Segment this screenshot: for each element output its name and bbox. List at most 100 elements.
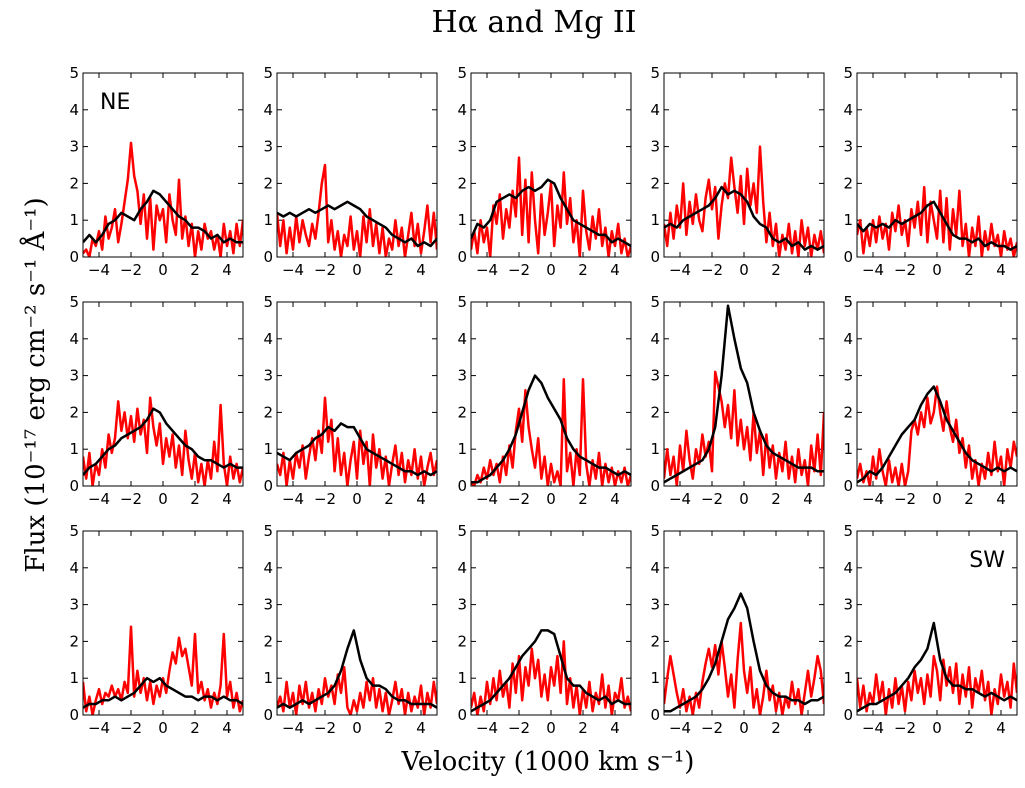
panel-frame [663,72,825,258]
x-tick-label: 4 [610,490,620,508]
panel-2: 0 1 2 3 4 5 −4 −2 0 2 4 [263,64,438,279]
panel-5: 0 1 2 3 4 5 −4 −2 0 2 4 [843,64,1018,279]
x-tick-label: 0 [739,490,749,508]
y-tick-label: 3 [263,596,273,614]
mg2-series-line [83,396,243,486]
panel-background [277,531,437,715]
mg2-series-line [857,654,1017,715]
halpha-series-line [664,592,824,713]
y-tick-label: 3 [457,596,467,614]
x-tick-label: 2 [771,490,781,508]
y-tick-label: 5 [843,293,853,311]
y-tick-label: 2 [263,403,273,421]
y-tick-label: 2 [843,403,853,421]
x-tick-label: −4 [88,261,110,279]
y-tick-label: 2 [843,632,853,650]
y-tick-label: 3 [263,138,273,156]
y-tick-label: 1 [263,669,273,687]
halpha-series-line [83,189,243,244]
halpha-series-line [277,629,437,709]
x-tick-label: −4 [476,261,498,279]
x-tick-label: −2 [508,261,530,279]
x-tick-label: 4 [222,261,232,279]
y-tick-label: 0 [69,706,79,724]
halpha-series-line [857,200,1017,251]
x-tick-label: 0 [546,490,556,508]
panel-background [83,531,243,715]
x-tick-label: −4 [476,719,498,737]
panel-frame [82,72,244,258]
x-tick-label: 0 [546,719,556,737]
y-tick-label: 0 [263,477,273,495]
y-tick-label: 1 [69,211,79,229]
panel-background [83,73,243,257]
x-tick-label: 2 [384,719,394,737]
y-tick-label: 5 [263,293,273,311]
y-tick-label: 0 [263,248,273,266]
x-tick-label: 0 [932,261,942,279]
panel-frame [856,301,1018,487]
y-tick-label: 4 [457,101,467,119]
y-tick-label: 2 [650,403,660,421]
x-tick-label: 0 [932,490,942,508]
y-tick-label: 2 [69,174,79,192]
x-tick-label: −4 [88,719,110,737]
y-tick-label: 1 [843,211,853,229]
halpha-series-line [664,185,824,251]
panel-15: 0 1 2 3 4 5 −4 −2 0 2 4 SW [843,522,1018,737]
panel-frame [856,530,1018,716]
x-tick-label: 0 [352,719,362,737]
y-tick-label: 3 [457,367,467,385]
x-tick-label: 2 [964,719,974,737]
y-tick-label: 0 [69,477,79,495]
x-tick-label: 0 [158,261,168,279]
x-tick-label: 4 [416,490,426,508]
y-tick-label: 2 [457,632,467,650]
mg2-series-line [857,185,1017,257]
panel-frame [82,301,244,487]
x-tick-label: 0 [546,261,556,279]
y-tick-label: 1 [650,440,660,458]
y-tick-label: 3 [650,596,660,614]
x-tick-label: −2 [894,719,916,737]
panel-6: 0 1 2 3 4 5 −4 −2 0 2 4 [69,293,244,508]
y-tick-label: 5 [650,293,660,311]
mg2-series-line [471,378,631,486]
panel-3: 0 1 2 3 4 5 −4 −2 0 2 4 [457,64,632,279]
x-tick-label: 2 [384,261,394,279]
x-tick-label: −4 [669,490,691,508]
y-tick-label: 0 [457,706,467,724]
panel-4: 0 1 2 3 4 5 −4 −2 0 2 4 [650,64,825,279]
y-tick-label: 1 [843,440,853,458]
y-tick-label: 5 [843,64,853,82]
y-tick-label: 2 [69,632,79,650]
x-tick-label: −2 [314,490,336,508]
y-tick-label: 3 [69,596,79,614]
y-tick-label: 3 [843,138,853,156]
y-tick-label: 5 [457,522,467,540]
halpha-series-line [857,385,1017,484]
x-tick-label: 4 [610,719,620,737]
y-tick-label: 2 [457,403,467,421]
x-tick-label: −2 [894,490,916,508]
x-tick-label: −4 [669,261,691,279]
x-tick-label: 0 [158,490,168,508]
halpha-series-line [471,629,631,713]
y-tick-label: 4 [263,330,273,348]
panel-frame [470,530,632,716]
x-tick-label: 0 [158,719,168,737]
mg2-series-line [277,665,437,715]
x-tick-label: −4 [282,261,304,279]
x-tick-label: −2 [508,490,530,508]
y-tick-label: 5 [69,522,79,540]
y-tick-label: 1 [457,211,467,229]
x-tick-label: 2 [190,490,200,508]
y-tick-label: 5 [457,64,467,82]
y-tick-label: 0 [650,706,660,724]
x-tick-label: 2 [190,719,200,737]
y-tick-label: 0 [843,706,853,724]
x-tick-label: −2 [701,719,723,737]
y-tick-label: 4 [263,101,273,119]
x-tick-label: −4 [862,261,884,279]
mg2-series-line [277,163,437,257]
